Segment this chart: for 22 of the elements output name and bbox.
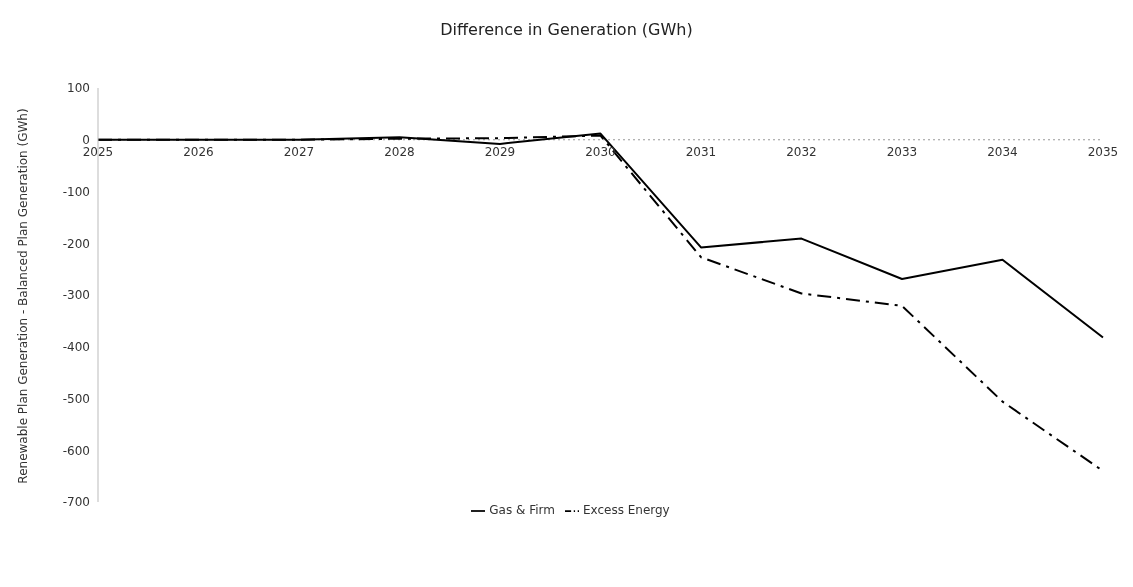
legend-label: Gas & Firm bbox=[489, 503, 555, 517]
x-tick-label: 2029 bbox=[484, 144, 516, 159]
y-tick-label: -300 bbox=[62, 288, 90, 303]
legend-label: Excess Energy bbox=[582, 503, 670, 517]
y-tick-label: -500 bbox=[62, 391, 90, 406]
y-tick-label: -600 bbox=[62, 443, 90, 458]
y-tick-label: -700 bbox=[62, 495, 90, 510]
y-tick-label: -100 bbox=[62, 184, 90, 199]
x-tick-label: 2031 bbox=[685, 144, 717, 159]
y-axis-title: Renewable Plan Generation - Balanced Plan Generation (GWh) bbox=[16, 106, 30, 486]
y-tick-label: 100 bbox=[67, 81, 90, 96]
x-tick-label: 2032 bbox=[786, 144, 817, 159]
chart-title: Difference in Generation (GWh) bbox=[439, 20, 694, 39]
y-tick-label: -200 bbox=[62, 236, 90, 251]
x-tick-label: 2030 bbox=[585, 144, 616, 159]
x-tick-label: 2034 bbox=[987, 144, 1018, 159]
x-tick-label: 2033 bbox=[886, 144, 918, 159]
x-tick-label: 2028 bbox=[384, 144, 415, 159]
y-tick-label: -400 bbox=[62, 340, 90, 355]
x-tick-label: 2026 bbox=[183, 144, 214, 159]
x-tick-label: 2035 bbox=[1087, 144, 1119, 159]
x-tick-label: 2027 bbox=[283, 144, 315, 159]
